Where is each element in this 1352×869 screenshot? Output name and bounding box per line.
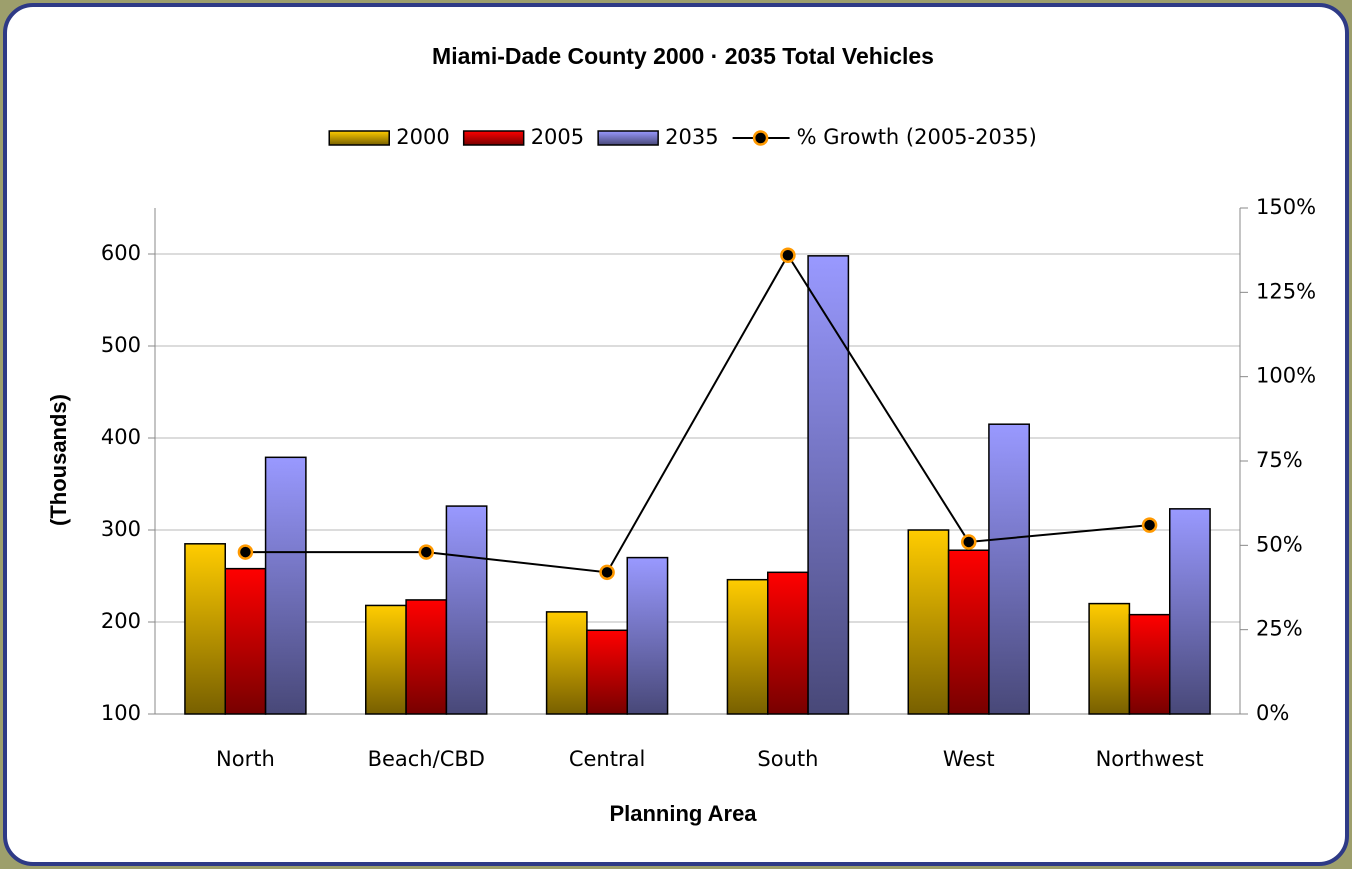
line-marker xyxy=(237,544,254,560)
x-tick-label: Central xyxy=(569,747,645,771)
x-tick-label: Northwest xyxy=(1096,747,1204,771)
bar xyxy=(907,529,950,715)
bar xyxy=(264,456,307,715)
y2-tick-label: 125% xyxy=(1256,279,1316,303)
y2-tick-label: 25% xyxy=(1256,617,1303,641)
y2-tick-label: 50% xyxy=(1256,532,1303,556)
bar xyxy=(626,556,669,715)
bar xyxy=(365,604,407,715)
bar xyxy=(445,505,488,715)
x-axis-title: Planning Area xyxy=(609,801,757,826)
y2-tick-label: 0% xyxy=(1256,701,1289,725)
legend-label: % Growth (2005-2035) xyxy=(797,125,1037,149)
y-axis-title: (Thousands) xyxy=(46,394,71,526)
bar xyxy=(405,599,448,715)
y-tick-label: 600 xyxy=(101,241,141,265)
legend-swatch xyxy=(328,130,390,146)
y-tick-label: 300 xyxy=(101,517,141,541)
line-marker xyxy=(961,534,977,550)
y-tick-label: 500 xyxy=(101,333,141,357)
line-marker xyxy=(418,544,434,560)
bar xyxy=(1128,613,1171,715)
legend-label: 2035 xyxy=(665,125,718,149)
y-tick-label: 100 xyxy=(101,701,141,725)
legend-marker xyxy=(752,130,769,146)
bar xyxy=(726,578,769,715)
bar xyxy=(767,571,809,715)
y-tick-label: 400 xyxy=(101,425,141,449)
bar xyxy=(224,567,267,715)
y2-tick-label: 100% xyxy=(1256,364,1316,388)
legend-label: 2000 xyxy=(396,125,449,149)
y-tick-label: 200 xyxy=(101,609,141,633)
x-tick-label: South xyxy=(757,747,818,771)
y2-tick-label: 150% xyxy=(1256,195,1316,219)
bar xyxy=(807,255,850,715)
chart-title: Miami-Dade County 2000 · 2035 Total Vehi… xyxy=(432,43,934,69)
bar xyxy=(184,543,227,715)
line-marker xyxy=(1141,517,1158,533)
line xyxy=(245,253,1150,574)
legend-swatch xyxy=(597,130,659,146)
line-marker xyxy=(599,564,615,581)
bar xyxy=(586,629,628,715)
x-tick-label: West xyxy=(943,747,995,771)
y2-tick-label: 75% xyxy=(1256,448,1303,472)
bar xyxy=(545,611,588,715)
x-tick-label: Beach/CBD xyxy=(368,747,485,771)
bar xyxy=(988,423,1030,715)
bar xyxy=(1168,508,1211,715)
legend: 2000 2005 2035 % Growth (2005-2035) xyxy=(328,125,1037,149)
x-tick-label: North xyxy=(216,747,275,771)
legend-swatch xyxy=(462,130,525,146)
line-marker xyxy=(780,247,796,263)
legend-label: 2005 xyxy=(531,125,584,149)
bar xyxy=(1088,602,1131,715)
bar xyxy=(947,549,990,715)
